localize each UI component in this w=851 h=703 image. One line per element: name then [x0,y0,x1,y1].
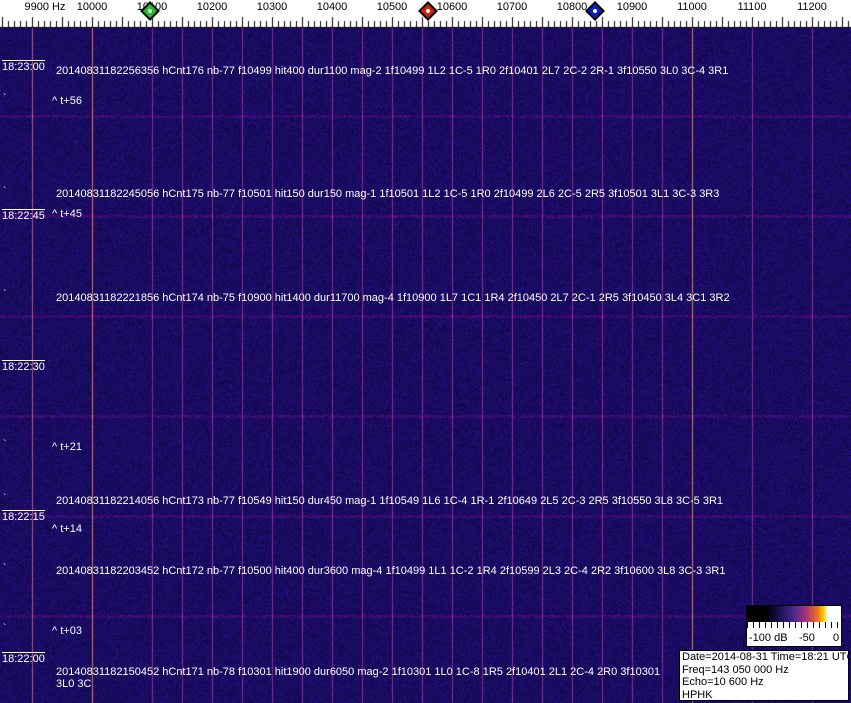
time-label: 18:23:00 [2,60,45,73]
delta-label: ^ t+14 [52,523,82,535]
time-label: 18:22:00 [2,652,45,665]
event-tick: ` [3,289,7,300]
event-line: 20140831182221856 hCnt174 nb-75 f10900 h… [56,292,730,304]
frequency-label: 10700 [496,1,528,13]
delta-label: ^ t+56 [52,95,82,107]
colorbar-label: -50 [799,632,815,644]
time-label: 18:22:15 [2,510,45,523]
colorbar-legend: -100 dB -50 0 [746,605,842,647]
time-label: 18:22:30 [2,360,45,373]
event-line: 20140831182245056 hCnt175 nb-77 f10501 h… [56,188,720,200]
event-line: 20140831182150452 hCnt171 nb-78 f10301 h… [56,666,661,690]
event-tick: ` [3,186,7,197]
delta-label: ^ t+03 [52,625,82,637]
frequency-label: 10400 [316,1,348,13]
frequency-axis: 9900 Hz100001010010200103001040010500106… [0,0,851,28]
frequency-label: 10000 [76,1,108,13]
event-tick: ` [3,93,7,104]
event-line: 20140831182256356 hCnt176 nb-77 f10499 h… [56,65,729,77]
delta-label: ^ t+45 [52,208,82,220]
frequency-label: 11100 [737,1,767,13]
frequency-label: 11000 [677,1,707,13]
event-line: 20140831182203452 hCnt172 nb-77 f10500 h… [56,565,726,577]
time-label: 18:22:45 [2,209,45,222]
event-line: 20140831182214056 hCnt173 nb-77 f10549 h… [56,495,724,507]
frequency-label: 9900 Hz [24,1,66,13]
colorbar-label: -100 dB [749,632,788,644]
event-tick: ` [3,439,7,450]
frequency-label: 11200 [797,1,827,13]
info-station: HPHK [682,688,713,701]
waterfall-spectrogram[interactable] [0,28,851,703]
colorbar-gradient [747,606,841,622]
frequency-label: 10200 [196,1,228,13]
event-tick: ` [3,563,7,574]
frequency-label: 10900 [616,1,648,13]
colorbar-ticks [747,622,841,628]
event-tick: ` [3,623,7,634]
colorbar-label: 0 [833,632,840,644]
frequency-label: 10500 [376,1,408,13]
info-freq: Freq=143 050 000 Hz [682,663,789,676]
frequency-label: 10300 [256,1,288,13]
delta-label: ^ t+21 [52,441,82,453]
frequency-label: 10600 [436,1,468,13]
frequency-label: 10800 [556,1,588,13]
info-echo: Echo=10 600 Hz [682,676,764,688]
info-date-time: Date=2014-08-31 Time=18:21 UTC [682,651,851,663]
info-box: Date=2014-08-31 Time=18:21 UTC Freq=143 … [679,650,851,701]
event-tick: ` [3,493,7,504]
